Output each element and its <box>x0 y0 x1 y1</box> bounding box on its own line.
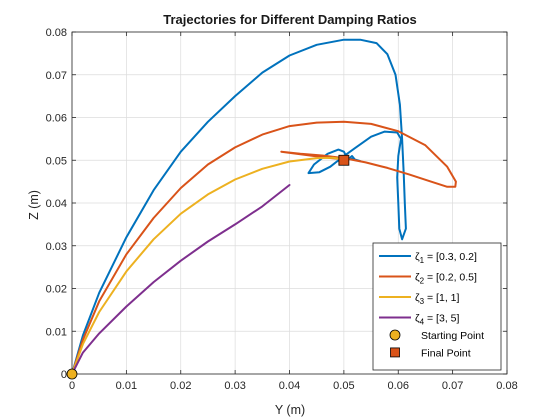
series-line-1 <box>71 38 407 375</box>
x-axis-label: Y (m) <box>275 403 305 417</box>
x-tick-label: 0.08 <box>496 380 517 392</box>
x-tick-label: 0 <box>69 380 75 392</box>
x-tick-label: 0.02 <box>170 380 191 392</box>
x-tick-label: 0.03 <box>224 380 245 392</box>
y-tick-label: 0.04 <box>46 198 67 210</box>
y-tick-label: 0.03 <box>46 241 67 253</box>
legend-starting-point-icon <box>389 329 401 341</box>
legend-final-point-label: Final Point <box>421 347 471 359</box>
x-tick-label: 0.01 <box>116 380 137 392</box>
y-tick-label: 0.05 <box>46 155 67 167</box>
marker-layer <box>66 154 350 380</box>
y-tick-label: 0.02 <box>46 284 67 296</box>
x-tick-label: 0.06 <box>388 380 409 392</box>
x-tick-label: 0.04 <box>279 380 300 392</box>
y-tick-label: 0 <box>61 369 67 381</box>
legend-starting-point-label: Starting Point <box>421 330 484 342</box>
series-line-4 <box>71 184 291 375</box>
starting-point-marker <box>66 368 78 380</box>
legend-label-3: ζ3 = [1, 1] <box>415 292 459 306</box>
x-tick-label: 0.05 <box>333 380 354 392</box>
x-tick-label: 0.07 <box>442 380 463 392</box>
y-axis-label: Z (m) <box>27 190 41 220</box>
series-line-2 <box>71 120 457 375</box>
legend-label-4: ζ4 = [3, 5] <box>415 313 459 327</box>
series-layer <box>71 38 457 375</box>
y-tick-label: 0.08 <box>46 27 67 39</box>
legend: ζ1 = [0.3, 0.2] ζ2 = [0.2, 0.5] ζ3 = [1, 1… <box>372 242 502 371</box>
series-line-3 <box>71 156 345 375</box>
final-point-marker <box>338 154 350 166</box>
y-tick-label: 0.06 <box>46 113 67 125</box>
legend-label-2: ζ2 = [0.2, 0.5] <box>415 272 477 286</box>
legend-label-1: ζ1 = [0.3, 0.2] <box>415 251 477 265</box>
y-tick-label: 0.01 <box>46 326 67 338</box>
legend-final-point-icon <box>390 347 400 358</box>
y-tick-label: 0.07 <box>46 70 67 82</box>
chart-title: Trajectories for Different Damping Ratio… <box>163 12 417 27</box>
